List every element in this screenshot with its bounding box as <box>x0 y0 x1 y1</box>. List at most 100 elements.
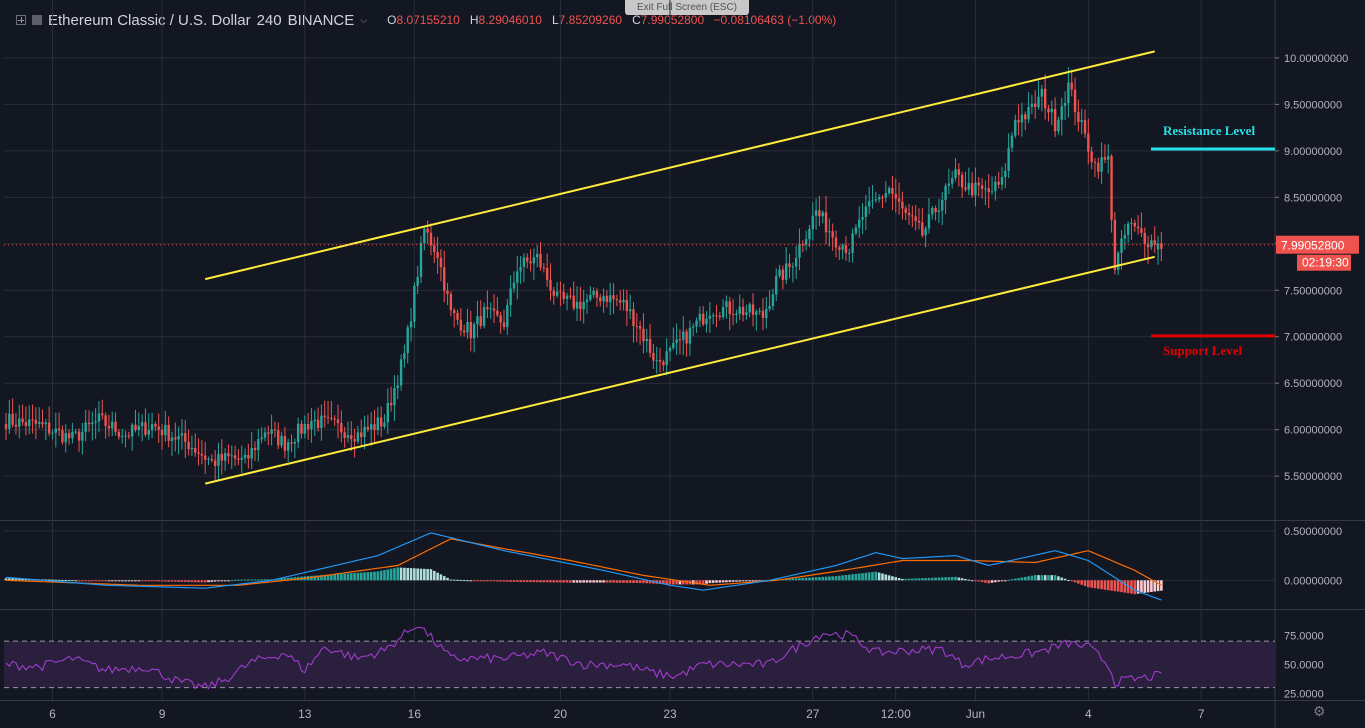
macd-histogram-bar <box>884 574 888 581</box>
macd-histogram-bar <box>183 580 187 582</box>
macd-histogram-bar <box>861 573 864 581</box>
macd-histogram-bar <box>658 580 662 584</box>
candle-body <box>1007 147 1010 171</box>
candle-body <box>459 319 463 331</box>
candle-body <box>399 359 403 386</box>
expand-icon[interactable] <box>16 15 26 25</box>
chevron-down-icon[interactable]: ⌵ <box>360 14 368 25</box>
macd-histogram-bar <box>396 567 400 581</box>
candle-body <box>658 360 662 362</box>
candle-body <box>555 291 559 296</box>
candle-body <box>682 331 685 340</box>
macd-histogram-bar <box>857 573 861 581</box>
exit-fullscreen-button[interactable]: Exit Full Screen (ESC) <box>625 0 749 15</box>
candle-body <box>469 321 472 339</box>
candle-body <box>34 419 38 424</box>
macd-histogram-bar <box>1113 580 1117 592</box>
macd-histogram-bar <box>798 578 801 581</box>
macd-histogram-bar <box>482 580 486 582</box>
macd-histogram-bar <box>1073 580 1077 583</box>
candle-body <box>164 424 167 436</box>
macd-histogram-bar <box>389 568 393 581</box>
candle-body <box>1073 89 1077 113</box>
macd-histogram-bar <box>237 579 240 581</box>
macd-histogram-bar <box>120 580 124 582</box>
price-tick-label: 10.00000000 <box>1284 53 1348 65</box>
symbol-name[interactable]: Ethereum Classic / U.S. Dollar <box>48 11 251 29</box>
close-label: C <box>632 13 641 27</box>
candle-body <box>911 215 914 217</box>
candle-body <box>1107 155 1110 160</box>
candle-body <box>366 426 370 430</box>
candle-body <box>406 327 409 354</box>
candle-body <box>532 257 536 264</box>
time-tick-label: 7 <box>1198 707 1205 721</box>
candle-body <box>974 182 977 196</box>
macd-histogram-bar <box>373 571 376 581</box>
rsi-tick-label: 50.0000 <box>1284 659 1324 671</box>
candle-body <box>230 455 233 457</box>
candle-body <box>951 177 954 184</box>
candle-body <box>409 321 413 328</box>
macd-histogram-bar <box>1047 575 1050 581</box>
macd-histogram-bar <box>867 572 871 581</box>
candle-body <box>539 253 542 268</box>
change-value: −0.08106463 (−1.00%) <box>713 13 837 27</box>
macd-histogram-bar <box>811 577 815 581</box>
candle-body <box>61 430 64 443</box>
macd-histogram-bar <box>559 580 562 583</box>
candle-body <box>662 361 665 366</box>
macd-histogram-bar <box>310 575 313 581</box>
candle-body <box>844 245 848 253</box>
macd-histogram-bar <box>207 580 210 583</box>
candle-body <box>718 315 721 318</box>
candle-body <box>1080 120 1083 122</box>
price-tick-label: 9.00000000 <box>1284 146 1342 158</box>
macd-histogram-bar <box>253 579 257 581</box>
macd-histogram-bar <box>964 578 967 581</box>
macd-histogram-bar <box>496 580 499 582</box>
macd-histogram-bar <box>844 574 848 581</box>
macd-histogram-bar <box>190 580 194 583</box>
macd-histogram-bar <box>828 576 831 581</box>
macd-histogram-bar <box>615 580 619 583</box>
macd-histogram-bar <box>784 578 788 581</box>
macd-histogram-bar <box>924 578 927 581</box>
candle-body <box>257 439 260 451</box>
macd-histogram-bar <box>675 580 678 585</box>
macd-histogram-bar <box>678 580 682 585</box>
macd-histogram-bar <box>406 567 410 581</box>
candle-body <box>702 313 705 325</box>
candle-body <box>313 419 316 422</box>
price-tick-label: 9.50000000 <box>1284 99 1342 111</box>
candle-body <box>1126 223 1130 235</box>
candle-body <box>934 207 937 213</box>
candle-body <box>901 201 904 209</box>
macd-histogram-bar <box>230 580 234 582</box>
candle-body <box>632 309 635 327</box>
macd-histogram-bar <box>429 569 433 581</box>
candle-body <box>549 279 552 291</box>
candle-body <box>864 206 868 217</box>
macd-histogram-bar <box>957 577 961 581</box>
candle-body <box>194 447 197 453</box>
macd-histogram-bar <box>940 577 944 581</box>
candle-body <box>496 310 499 316</box>
macd-histogram-bar <box>164 580 167 582</box>
macd-histogram-bar <box>456 579 459 581</box>
interval[interactable]: 240 <box>256 11 282 29</box>
time-tick-label: 20 <box>554 707 568 721</box>
candle-body <box>894 193 897 199</box>
macd-histogram-bar <box>980 580 984 583</box>
time-tick-label: 23 <box>663 707 677 721</box>
macd-histogram-bar <box>1080 580 1083 585</box>
candle-body <box>492 308 496 311</box>
candle-body <box>210 459 214 461</box>
macd-histogram-bar <box>376 571 380 581</box>
candle-body <box>1043 88 1047 109</box>
candle-body <box>127 435 131 437</box>
gear-icon[interactable]: ⚙ <box>1313 703 1326 719</box>
candle-body <box>648 339 652 353</box>
macd-histogram-bar <box>871 572 874 581</box>
